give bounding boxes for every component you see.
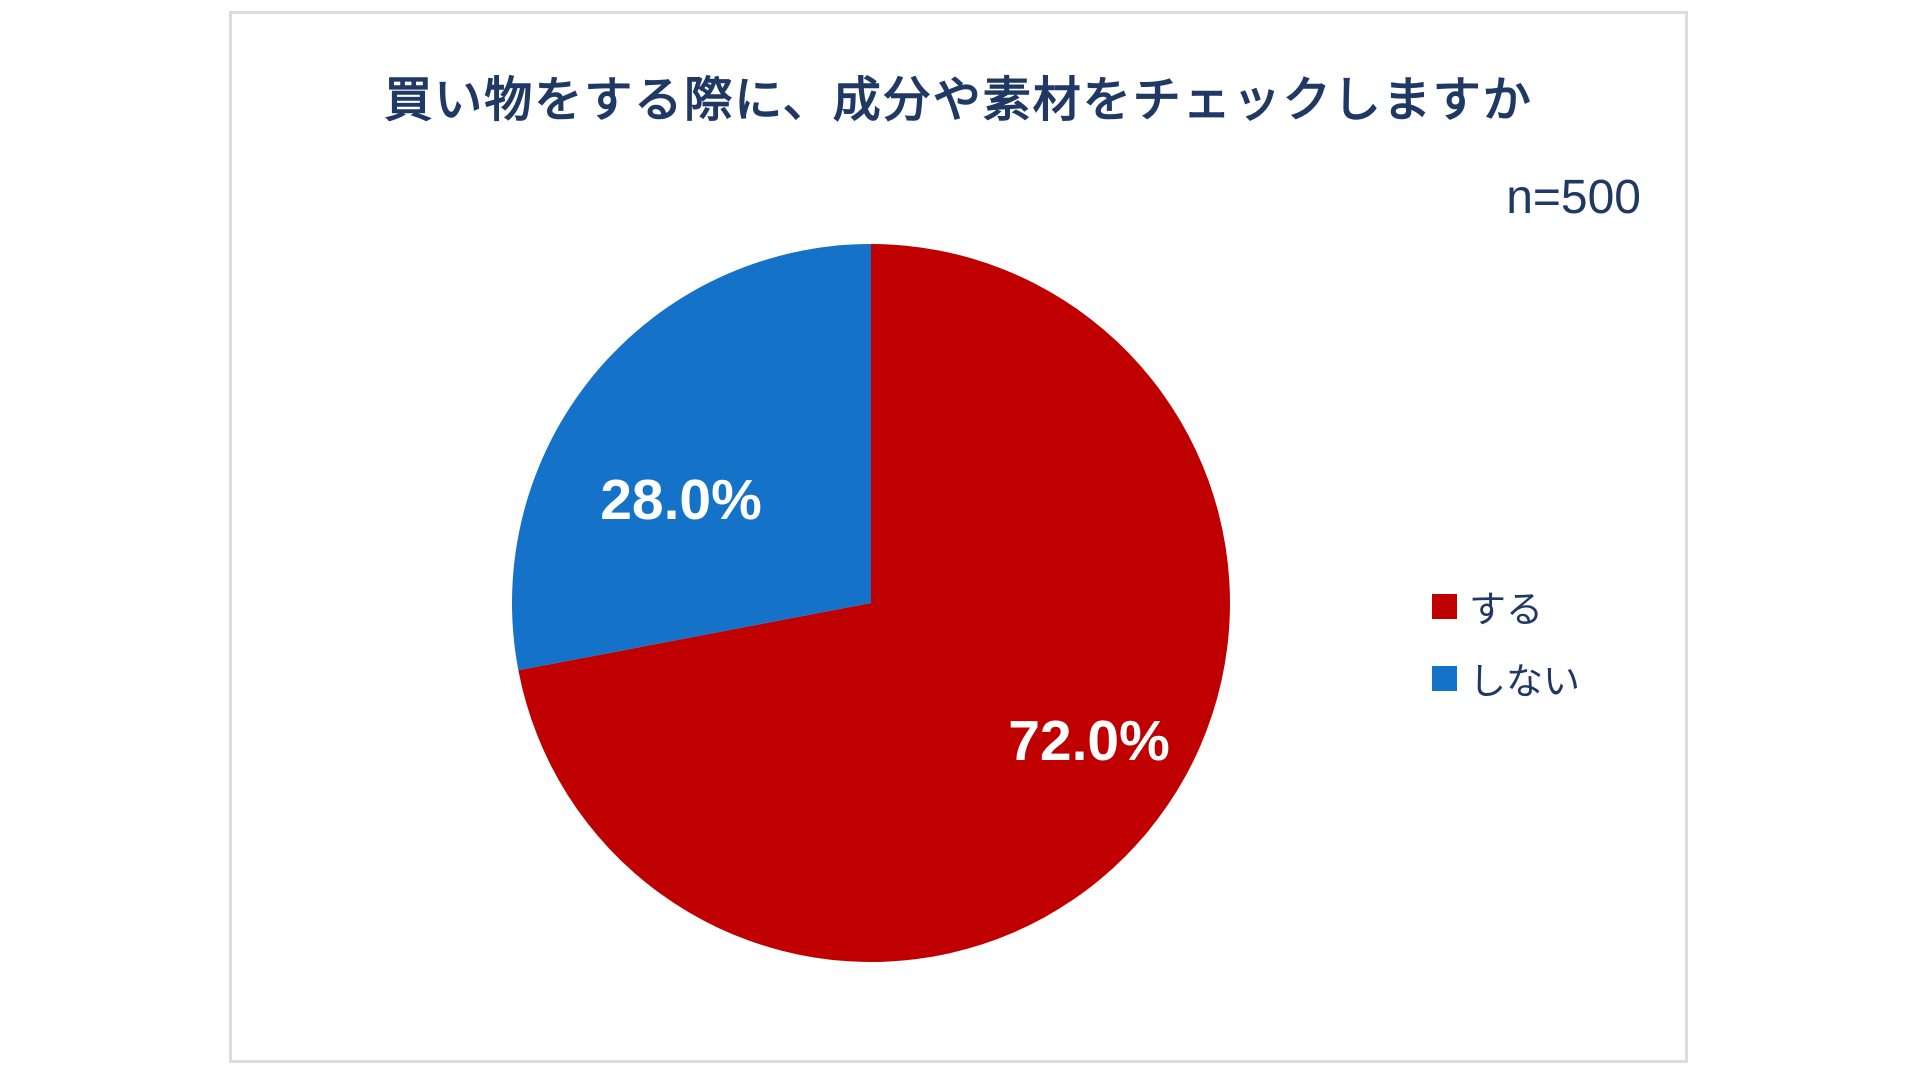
pie-chart	[512, 244, 1231, 962]
chart-title: 買い物をする際に、成分や素材をチェックしますか	[384, 74, 1533, 127]
legend-swatch-shinai	[1432, 665, 1457, 691]
legend-label-shinai: しない	[1469, 661, 1580, 702]
legend-swatch-suru	[1432, 593, 1457, 619]
legend-item-suru: する	[1432, 584, 1580, 630]
legend: する しない	[1432, 584, 1580, 728]
pie-slice-する	[518, 244, 1231, 962]
legend-label-suru: する	[1469, 589, 1543, 630]
legend-item-shinai: しない	[1432, 656, 1580, 702]
sample-size-label: n=500	[1506, 171, 1641, 224]
pie-slice-しない	[512, 244, 871, 671]
pie-data-label-shinai: 28.0%	[600, 468, 762, 532]
chart-panel: 買い物をする際に、成分や素材をチェックしますか n=500 28.0% 72.0…	[229, 11, 1688, 1063]
pie-data-label-suru: 72.0%	[1008, 709, 1170, 773]
